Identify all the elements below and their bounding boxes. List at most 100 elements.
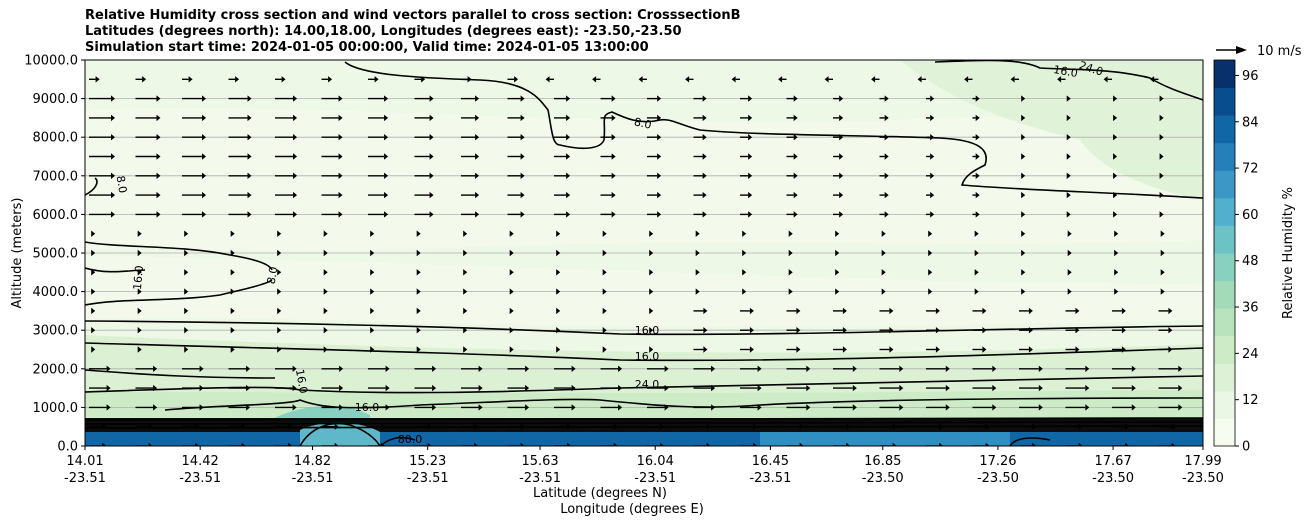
wind-vector-head [339,365,344,372]
wind-vector-head [429,134,434,141]
wind-vector-head [137,288,142,295]
wind-vector-head [611,191,616,199]
wind-vector-head [1121,327,1126,334]
y-tick-label: 4000.0 [33,285,79,300]
rh-layer-upper-dry [85,107,1203,252]
wind-vector-head [566,95,571,102]
wind-vector-head [852,365,857,372]
wind-vector-head [657,153,662,160]
wind-vector-head [156,134,161,141]
wind-vector-head [153,384,158,392]
wind-vector-head [429,172,434,179]
wind-vector-head [246,365,251,372]
contour-line [85,320,1203,336]
wind-vector-head [928,269,933,276]
wind-vector-head [293,134,298,141]
wind-vector-head [370,346,375,353]
wind-vector-head [806,365,811,372]
y-tick-label: 3000.0 [33,324,79,339]
wind-vector-head [975,153,980,160]
quiver-key: 10 m/s [1216,44,1302,59]
wind-vector-head [184,230,189,237]
title-line-3: Simulation start time: 2024-01-05 00:00:… [85,40,649,55]
x-tick-label-longitude: -23.51 [64,471,106,486]
wind-vector-head [742,230,747,237]
wind-vector-head [566,134,571,141]
wind-vector-head [1066,134,1071,141]
wind-vector-head [91,346,96,353]
wind-vector-head [899,384,904,392]
contour-label: 16.0 [635,350,660,363]
wind-vector-head [945,384,950,392]
wind-vector-head [230,307,235,315]
wind-vector-head [1113,134,1118,141]
wind-vector-head [328,76,333,83]
wind-vector-head [1085,404,1090,411]
wind-vector-head [657,211,662,218]
wind-vector-head [1159,211,1164,218]
wind-vector-head [247,191,252,199]
wind-vector-head [281,76,286,83]
x-tick-label-latitude: 15.63 [521,454,558,469]
wind-vector-head [566,153,571,160]
wind-vector-head [1114,249,1119,257]
wind-vector-head [1159,95,1164,102]
wind-vector-head [618,404,623,411]
rh-layer-top-moist [900,60,1203,200]
wind-vector-head [657,95,662,102]
wind-vector-head [1010,76,1015,83]
wind-vector-head [748,191,753,199]
wind-vector-head [935,346,940,353]
wind-vector-head [323,288,328,295]
wind-vector-head [241,423,246,430]
wind-vector-head [1028,346,1033,353]
wind-vector-head [475,153,480,160]
wind-vector-head [706,423,711,430]
wind-vector-head [945,404,950,411]
wind-vector-head [202,191,207,199]
wind-vector-head [1113,172,1118,179]
wind-vector-head [1159,191,1164,199]
wind-vector-head [339,384,344,392]
x-tick-label-latitude: 16.45 [752,454,789,469]
wind-vector-head [1159,172,1164,179]
wind-vector-head [1159,134,1164,141]
wind-vector-head [793,114,798,122]
plot-area: 8.016.024.08.016.0 8.016.016.024.016.016.… [85,60,1203,446]
wind-vector-head [385,365,390,372]
wind-vector-head [649,269,654,276]
wind-vector-head [928,230,933,237]
wind-vector-head [202,114,207,122]
wind-vector-head [1075,307,1080,315]
wind-vector-head [520,191,525,199]
wind-vector-head [416,249,421,257]
colorbar-tick-label: 96 [1242,69,1259,84]
wind-vector-head [711,384,716,392]
wind-vector-head [509,288,514,295]
wind-vector-head [1168,307,1173,315]
contour-label: 8.0 [114,175,130,194]
x-tick-label-latitude: 15.23 [409,454,446,469]
wind-vector-head [806,384,811,392]
wind-vector-head [852,384,857,392]
wind-vector-head [742,288,747,295]
x-tick-label-longitude: -23.50 [1182,471,1224,486]
wind-vector-head [702,134,707,141]
wind-vector-head [1032,442,1037,446]
rh-layer-mid-dry [85,255,1203,327]
wind-vector-head [184,288,189,295]
wind-vector-head [884,95,889,102]
contour-line [85,241,273,271]
wind-vector-head [899,365,904,372]
wind-vector-head [930,211,935,218]
wind-vector-head [556,269,561,276]
wind-vector-head [1021,230,1026,237]
wind-vector-head [985,423,990,430]
wind-vector-head [889,327,894,334]
wind-vector-head [702,191,707,199]
contour-line [85,369,276,379]
wind-vector-head [148,423,153,430]
contour-label: 16.0 [1052,63,1078,80]
wind-vector-head [748,172,753,179]
x-tick-label-longitude: -23.50 [1092,471,1134,486]
